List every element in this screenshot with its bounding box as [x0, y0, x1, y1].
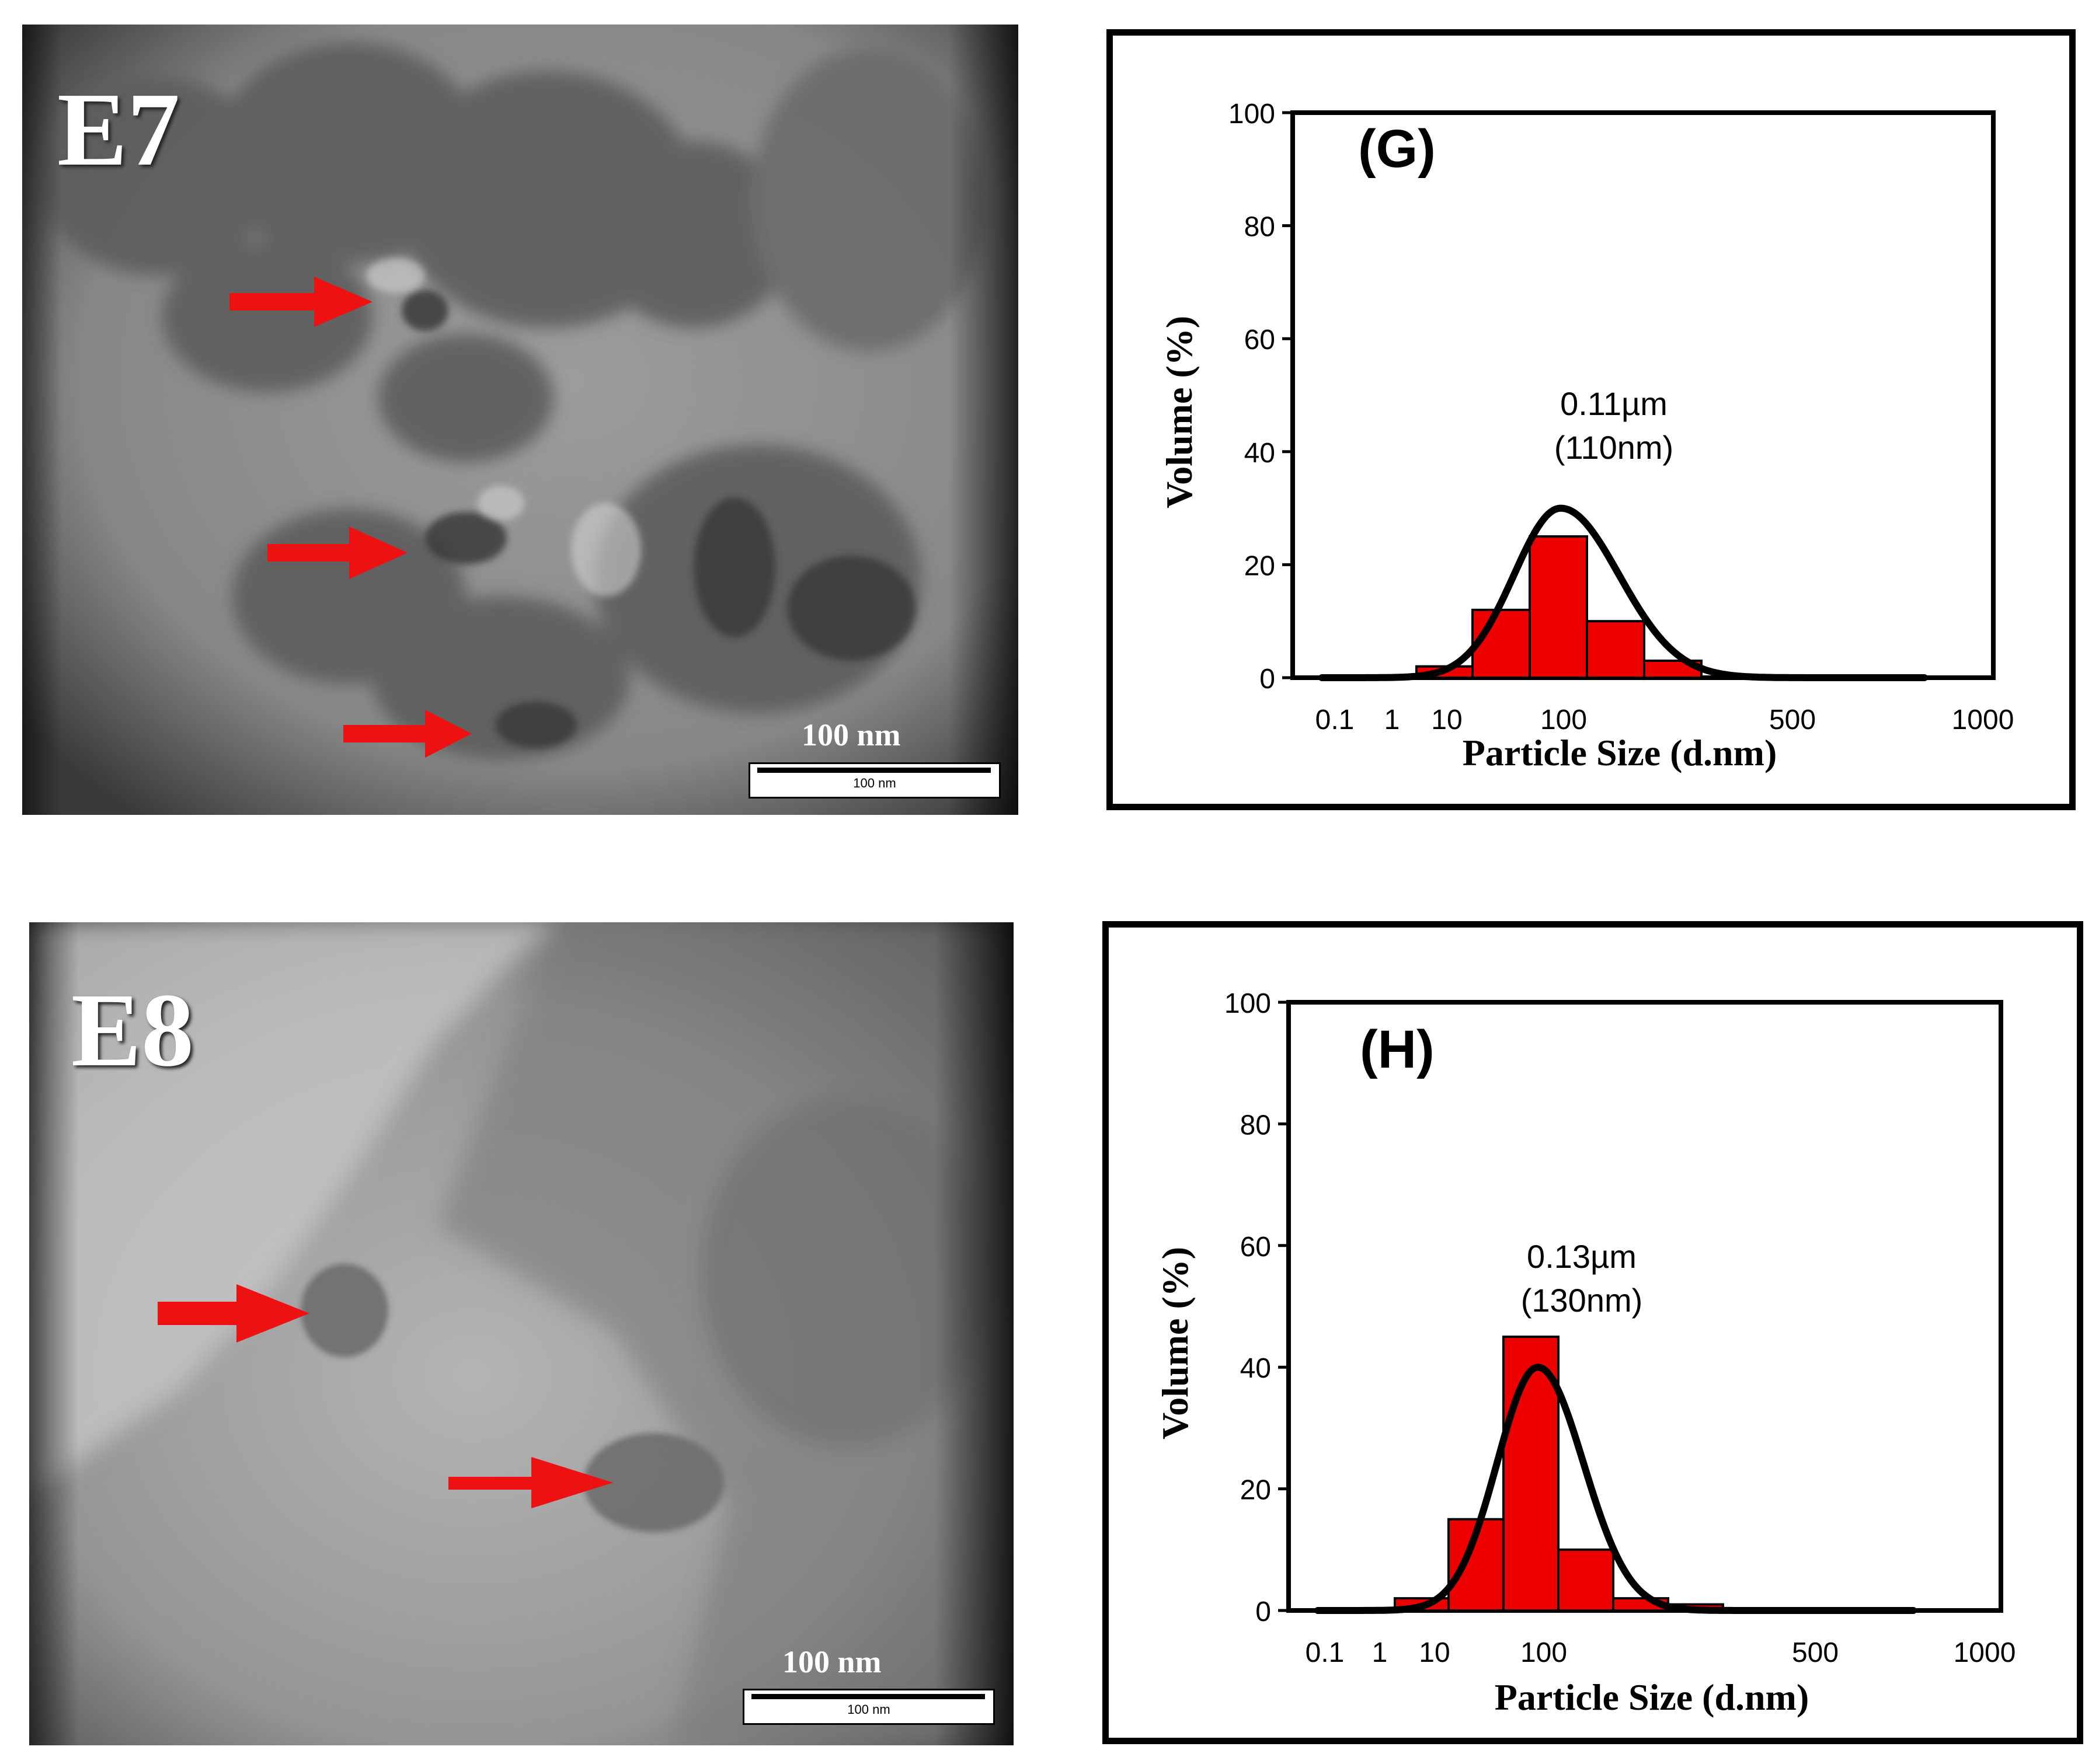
chart-g-panel-label: (G) [1358, 119, 1436, 179]
bar [1502, 1336, 1560, 1612]
x-tick-label: 100 [1520, 1637, 1567, 1668]
arrow-marker-e7 [229, 277, 472, 758]
panel-label-e8: E8 [71, 972, 194, 1088]
panel-label-e7: E7 [57, 71, 180, 187]
plot-frame [1286, 1000, 2003, 1613]
y-tick-label: 100 [1228, 99, 1275, 130]
chart-svg-g: Volume (%) Particle Size (d.nm) (G) 0.11… [1158, 99, 2014, 773]
tem-texture-e8 [29, 922, 1014, 1745]
bar [1447, 1518, 1505, 1612]
scale-small-label-e7: 100 nm [853, 776, 896, 790]
scale-label-e8: 100 nm [782, 1644, 882, 1679]
y-tick-label: 40 [1240, 1353, 1271, 1384]
tem-image-e8: E8 100 nm 100 nm [29, 922, 1014, 1745]
scale-bar-e8 [751, 1694, 985, 1699]
chart-g-annotation-line1: 0.11µm [1560, 385, 1668, 422]
tem-texture-e7 [22, 25, 1018, 815]
scale-small-label-e8: 100 nm [847, 1702, 890, 1717]
x-tick-label: 10 [1419, 1637, 1450, 1668]
x-tick-label: 10 [1431, 705, 1462, 735]
distribution-curve [1314, 1364, 1917, 1614]
y-tick-label: 60 [1244, 325, 1275, 355]
x-tick-label: 500 [1792, 1637, 1839, 1668]
tem-image-e7: E7 100 nm 100 nm [22, 25, 1018, 815]
chart-h-annotation-line1: 0.13µm [1527, 1238, 1637, 1275]
y-tick-label: 80 [1240, 1110, 1271, 1141]
chart-h-annotation-line2: (130nm) [1521, 1282, 1643, 1319]
y-tick-label: 80 [1244, 212, 1275, 243]
x-tick-label: 100 [1540, 705, 1587, 735]
scale-label-e7: 100 nm [802, 717, 901, 752]
x-tick-label: 1000 [1954, 1637, 2016, 1668]
distribution-curve [1318, 504, 1928, 681]
y-tick-label: 100 [1224, 988, 1271, 1019]
x-tick-label: 0.1 [1306, 1637, 1345, 1668]
x-tick-label: 1 [1372, 1637, 1388, 1668]
x-tick-label: 0.1 [1315, 705, 1355, 735]
chart-h-ylabel: Volume (%) [1154, 1247, 1196, 1439]
chart-g-annotation-line2: (110nm) [1554, 429, 1673, 466]
chart-panel-g: Volume (%) Particle Size (d.nm) (G) 0.11… [1106, 29, 2076, 810]
chart-h-panel-label: (H) [1360, 1020, 1435, 1079]
bar [1529, 535, 1588, 679]
scale-bar-e7 [757, 768, 991, 773]
y-tick-label: 40 [1244, 438, 1275, 469]
y-tick-label: 20 [1240, 1475, 1271, 1506]
x-tick-label: 1000 [1952, 705, 2014, 735]
y-tick-label: 60 [1240, 1232, 1271, 1263]
chart-g-ylabel: Volume (%) [1158, 316, 1200, 508]
scale-bar-box-e7: 100 nm [749, 762, 1001, 799]
arrow-marker-e8 [158, 1284, 613, 1508]
bar [1586, 620, 1645, 679]
bar [1557, 1548, 1614, 1612]
chart-h-xlabel: Particle Size (d.nm) [1495, 1676, 1809, 1718]
y-tick-label: 0 [1255, 1596, 1271, 1627]
y-tick-label: 0 [1259, 664, 1275, 695]
chart-panel-h: Volume (%) Particle Size (d.nm) (H) 0.13… [1102, 921, 2083, 1744]
scale-bar-box-e8: 100 nm [743, 1689, 995, 1725]
x-tick-label: 500 [1769, 705, 1816, 735]
y-tick-label: 20 [1244, 550, 1275, 581]
chart-svg-h: Volume (%) Particle Size (d.nm) (H) 0.13… [1154, 988, 2016, 1718]
x-tick-label: 1 [1384, 705, 1400, 735]
chart-g-xlabel: Particle Size (d.nm) [1463, 732, 1777, 773]
